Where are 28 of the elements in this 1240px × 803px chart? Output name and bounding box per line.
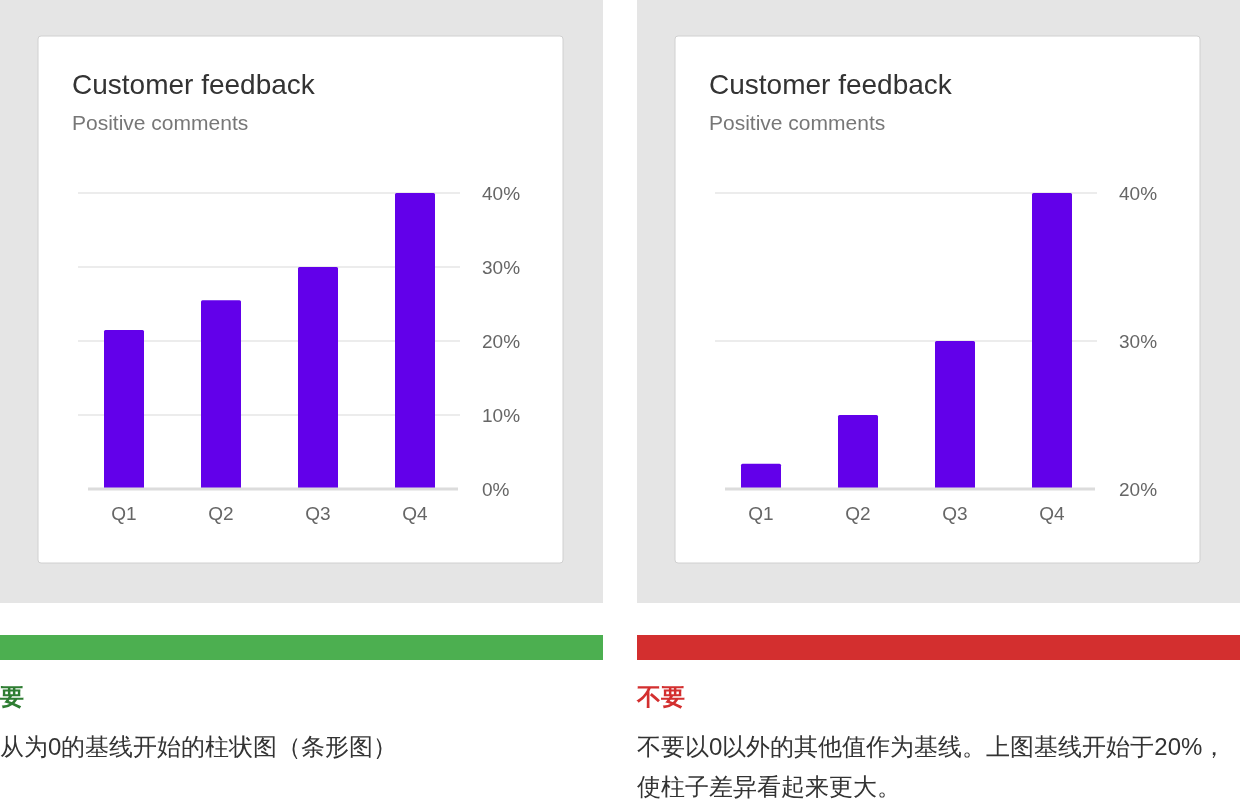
y-tick-label: 30%	[1119, 331, 1158, 352]
text: 不要以0以外的其他值作为基线。上图基线开始于20%，使柱子差异看起来更大。	[637, 732, 1228, 802]
x-tick-label: Q3	[942, 503, 968, 524]
x-tick-label: Q1	[111, 503, 137, 524]
y-tick-label: 30%	[482, 257, 521, 278]
y-tick-label: 20%	[482, 331, 521, 352]
x-tick-label: Q2	[845, 503, 871, 524]
chart-subtitle: Positive comments	[72, 111, 249, 134]
x-tick-label: Q1	[748, 503, 774, 524]
y-tick-label: 0%	[482, 479, 510, 500]
chart-title: Customer feedback	[72, 69, 316, 100]
bar	[201, 300, 241, 489]
x-tick-label: Q4	[402, 503, 429, 524]
bar	[395, 193, 435, 489]
text: 从为0的基线开始的柱状图（条形图）	[0, 732, 399, 762]
x-tick-label: Q2	[208, 503, 234, 524]
chart-subtitle: Positive comments	[709, 111, 886, 134]
y-tick-label: 10%	[482, 405, 521, 426]
chart-title: Customer feedback	[709, 69, 953, 100]
y-tick-label: 20%	[1119, 479, 1158, 500]
text: 要	[0, 682, 25, 712]
bar	[104, 329, 144, 489]
x-tick-label: Q4	[1039, 503, 1066, 524]
text: 不要	[637, 682, 686, 712]
y-tick-label: 40%	[482, 183, 521, 204]
bar	[298, 267, 338, 489]
y-tick-label: 40%	[1119, 183, 1158, 204]
x-tick-label: Q3	[305, 503, 331, 524]
